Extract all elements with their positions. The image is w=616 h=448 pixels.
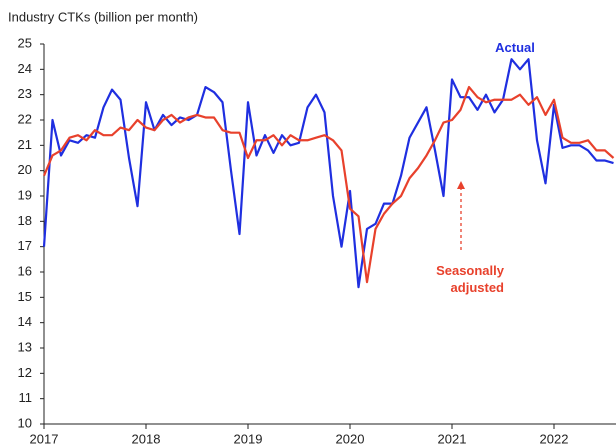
y-tick-label: 15 <box>18 289 32 304</box>
y-tick-label: 11 <box>19 390 33 405</box>
x-tick-label: 2018 <box>132 431 161 446</box>
series-label: Actual <box>495 40 535 55</box>
y-tick-label: 24 <box>18 61 32 76</box>
y-tick-label: 16 <box>18 263 32 278</box>
series-line <box>42 58 614 289</box>
y-tick-label: 14 <box>18 314 32 329</box>
y-tick-label: 13 <box>18 339 32 354</box>
y-tick-label: 18 <box>18 213 32 228</box>
x-tick-label: 2020 <box>336 431 365 446</box>
y-tick-label: 12 <box>18 365 32 380</box>
y-axis-label: Industry CTKs (billion per month) <box>8 9 198 24</box>
x-tick-label: 2021 <box>438 431 467 446</box>
x-tick-label: 2017 <box>30 431 59 446</box>
y-tick-label: 19 <box>18 187 32 202</box>
series-label: Seasonally adjusted <box>436 263 504 295</box>
series-line <box>42 85 615 284</box>
y-tick-label: 23 <box>18 86 32 101</box>
x-tick-label: 2019 <box>234 431 263 446</box>
y-tick-label: 20 <box>18 162 32 177</box>
x-tick-label: 2022 <box>540 431 569 446</box>
y-tick-label: 22 <box>18 111 32 126</box>
y-tick-label: 17 <box>18 238 32 253</box>
y-tick-label: 21 <box>18 137 32 152</box>
y-tick-label: 25 <box>18 35 32 50</box>
y-tick-label: 10 <box>18 415 32 430</box>
annotation-arrowhead <box>457 181 465 189</box>
